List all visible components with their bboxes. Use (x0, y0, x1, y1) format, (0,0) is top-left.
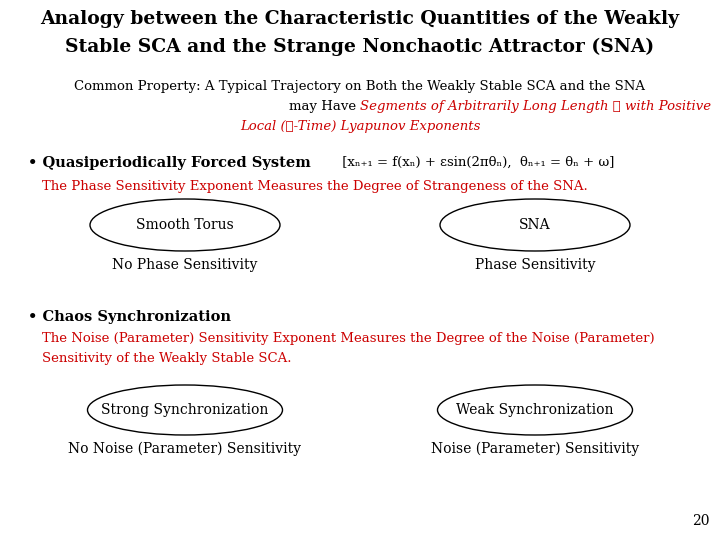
Text: The Phase Sensitivity Exponent Measures the Degree of Strangeness of the SNA.: The Phase Sensitivity Exponent Measures … (42, 180, 588, 193)
Text: No Phase Sensitivity: No Phase Sensitivity (112, 258, 258, 272)
Ellipse shape (440, 199, 630, 251)
Ellipse shape (88, 385, 282, 435)
Text: SNA: SNA (519, 218, 551, 232)
Text: 20: 20 (693, 514, 710, 528)
Text: Weak Synchronization: Weak Synchronization (456, 403, 613, 417)
Text: may Have: may Have (289, 100, 360, 113)
Text: Common Property: A Typical Trajectory on Both the Weakly Stable SCA and the SNA: Common Property: A Typical Trajectory on… (74, 80, 646, 93)
Text: Local (ℳ-Time) Lyapunov Exponents: Local (ℳ-Time) Lyapunov Exponents (240, 120, 480, 133)
Text: • Quasiperiodically Forced System: • Quasiperiodically Forced System (28, 156, 311, 170)
Text: The Noise (Parameter) Sensitivity Exponent Measures the Degree of the Noise (Par: The Noise (Parameter) Sensitivity Expone… (42, 332, 654, 345)
Text: [xₙ₊₁ = f(xₙ) + εsin(2πθₙ),  θₙ₊₁ = θₙ + ω]: [xₙ₊₁ = f(xₙ) + εsin(2πθₙ), θₙ₊₁ = θₙ + … (338, 156, 614, 169)
Text: Phase Sensitivity: Phase Sensitivity (474, 258, 595, 272)
Text: Segments of Arbitrarily Long Length ℳ with Positive: Segments of Arbitrarily Long Length ℳ wi… (360, 100, 711, 113)
Ellipse shape (438, 385, 632, 435)
Ellipse shape (90, 199, 280, 251)
Text: Noise (Parameter) Sensitivity: Noise (Parameter) Sensitivity (431, 442, 639, 456)
Text: Smooth Torus: Smooth Torus (136, 218, 234, 232)
Text: • Chaos Synchronization: • Chaos Synchronization (28, 310, 231, 324)
Text: Analogy between the Characteristic Quantities of the Weakly: Analogy between the Characteristic Quant… (40, 10, 680, 28)
Text: Stable SCA and the Strange Nonchaotic Attractor (SNA): Stable SCA and the Strange Nonchaotic At… (66, 38, 654, 56)
Text: Strong Synchronization: Strong Synchronization (102, 403, 269, 417)
Text: No Noise (Parameter) Sensitivity: No Noise (Parameter) Sensitivity (68, 442, 302, 456)
Text: Sensitivity of the Weakly Stable SCA.: Sensitivity of the Weakly Stable SCA. (42, 352, 292, 365)
